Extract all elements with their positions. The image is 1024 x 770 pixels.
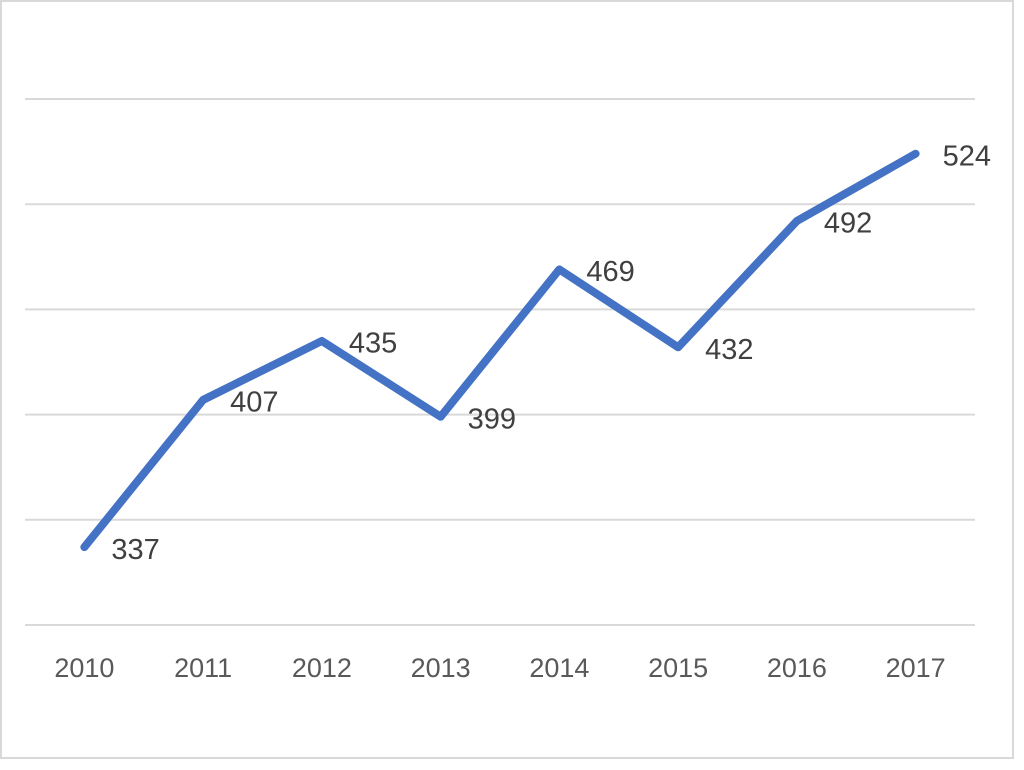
data-label: 399	[468, 403, 516, 435]
x-tick-label: 2015	[648, 653, 708, 683]
data-line	[80, 149, 920, 552]
x-tick-label: 2013	[411, 653, 471, 683]
x-tick-label: 2012	[292, 653, 352, 683]
x-tick-label: 2011	[174, 653, 232, 683]
x-tick-label: 2014	[529, 653, 589, 683]
x-tick-label: 2016	[767, 653, 827, 683]
data-label: 469	[586, 256, 634, 288]
data-label: 432	[705, 334, 753, 366]
x-tick-label: 2017	[886, 653, 946, 683]
data-label: 492	[824, 208, 872, 240]
data-label: 337	[111, 534, 159, 566]
data-label: 435	[349, 328, 397, 360]
x-tick-label: 2010	[54, 653, 114, 683]
chart-border	[0, 0, 1014, 759]
data-label: 407	[230, 387, 278, 419]
data-label: 524	[943, 140, 991, 172]
